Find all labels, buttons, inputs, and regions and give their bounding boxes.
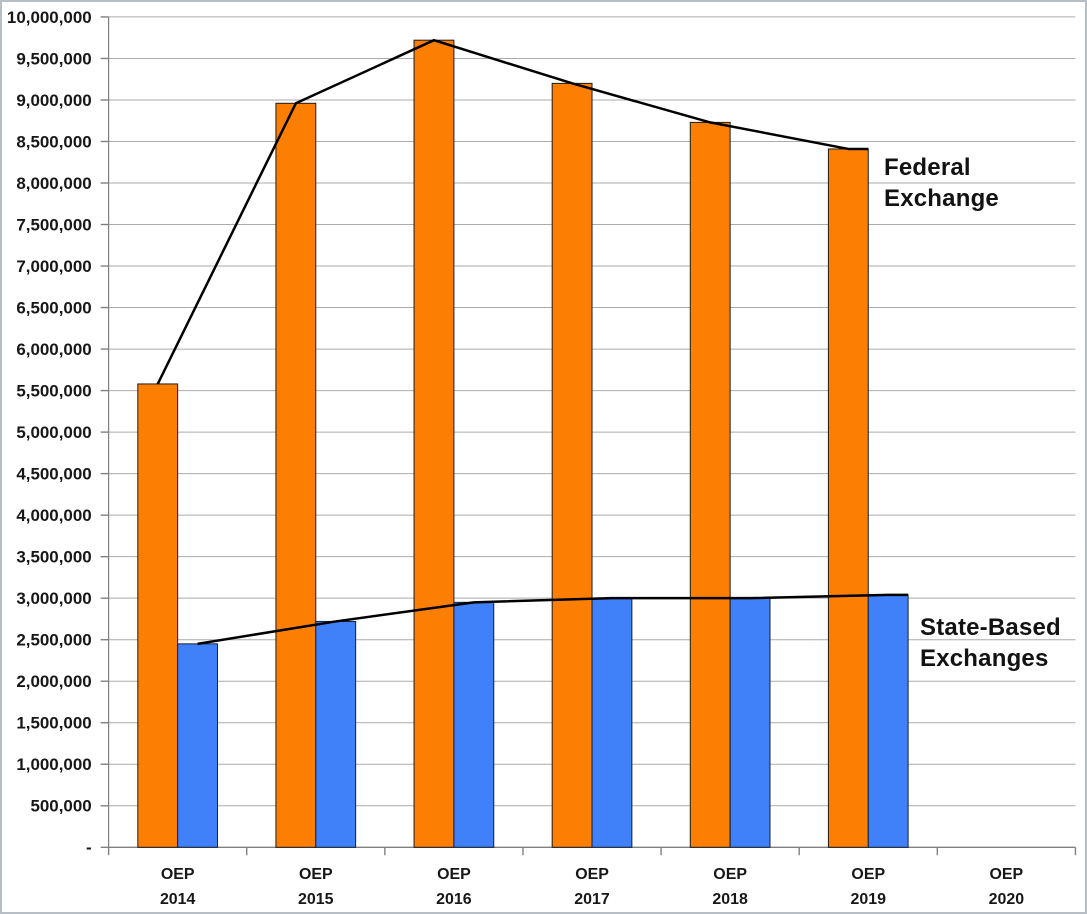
bar-federal-exchange-2019	[827, 148, 869, 848]
y-axis-tick-label: 1,000,000	[16, 755, 91, 774]
x-axis-label-2015: 2015	[298, 891, 334, 908]
series-label-line: Exchanges	[920, 645, 1049, 672]
y-axis-tick-label: -	[86, 838, 92, 857]
y-axis-tick-label: 5,000,000	[16, 423, 91, 442]
series-label-line: Exchange	[884, 185, 999, 212]
y-axis-tick-label: 2,000,000	[16, 672, 91, 691]
bar-federal-exchange-2016	[413, 39, 455, 848]
x-axis-label-2015: OEP	[299, 866, 333, 883]
y-axis-tick-label: 1,500,000	[16, 714, 91, 733]
series-label-line: State-Based	[920, 614, 1061, 641]
bar-federal-exchange-2014	[137, 383, 179, 848]
x-axis-label-2014: 2014	[160, 891, 196, 908]
x-axis-label-2018: OEP	[713, 866, 747, 883]
bar-state-based-2017	[591, 597, 633, 848]
y-axis-tick-label: 4,000,000	[16, 506, 91, 525]
y-axis-tick-label: 3,500,000	[16, 548, 91, 567]
x-axis-label-2017: 2017	[574, 891, 610, 908]
bar-federal-exchange-2018	[689, 121, 731, 848]
state-based-exchanges-label: State-Based Exchanges	[920, 612, 1061, 674]
y-axis-tick-label: 9,500,000	[16, 49, 91, 68]
state-based-trend-line	[197, 593, 909, 646]
x-axis-label-2016: OEP	[437, 866, 471, 883]
y-axis-tick-label: 10,000,000	[7, 8, 92, 27]
y-axis-tick-label: 2,500,000	[16, 631, 91, 650]
y-axis-tick-label: 7,500,000	[16, 216, 91, 235]
y-axis-tick-label: 4,500,000	[16, 465, 91, 484]
x-axis-label-2018: 2018	[712, 891, 748, 908]
x-axis-label-2019: OEP	[851, 866, 885, 883]
x-axis-label-2017: OEP	[575, 866, 609, 883]
y-axis-tick-label: 9,000,000	[16, 91, 91, 110]
federal-exchange-label: Federal Exchange	[884, 152, 999, 214]
x-axis-label-2016: 2016	[436, 891, 472, 908]
y-axis-tick-label: 8,000,000	[16, 174, 91, 193]
bar-state-based-2014	[177, 643, 219, 848]
x-axis-label-2020: OEP	[990, 866, 1024, 883]
bar-state-based-2018	[729, 597, 771, 848]
x-axis-label-2020: 2020	[989, 891, 1025, 908]
bar-state-based-2016	[453, 601, 495, 848]
y-axis-tick-label: 5,500,000	[16, 382, 91, 401]
series-label-line: Federal	[884, 154, 971, 181]
y-axis-tick-label: 8,500,000	[16, 132, 91, 151]
y-axis-tick-label: 500,000	[30, 797, 91, 816]
bar-state-based-2015	[315, 620, 357, 848]
y-axis-tick-label: 3,000,000	[16, 589, 91, 608]
federal-exchange-trend-line	[156, 38, 869, 385]
y-axis-tick-label: 7,000,000	[16, 257, 91, 276]
bar-federal-exchange-2015	[275, 102, 317, 848]
y-axis-tick-label: 6,500,000	[16, 299, 91, 318]
bar-federal-exchange-2017	[551, 82, 593, 848]
x-axis-label-2019: 2019	[851, 891, 887, 908]
bar-state-based-2019	[867, 594, 909, 848]
x-axis-label-2014: OEP	[161, 866, 195, 883]
y-axis-tick-label: 6,000,000	[16, 340, 91, 359]
